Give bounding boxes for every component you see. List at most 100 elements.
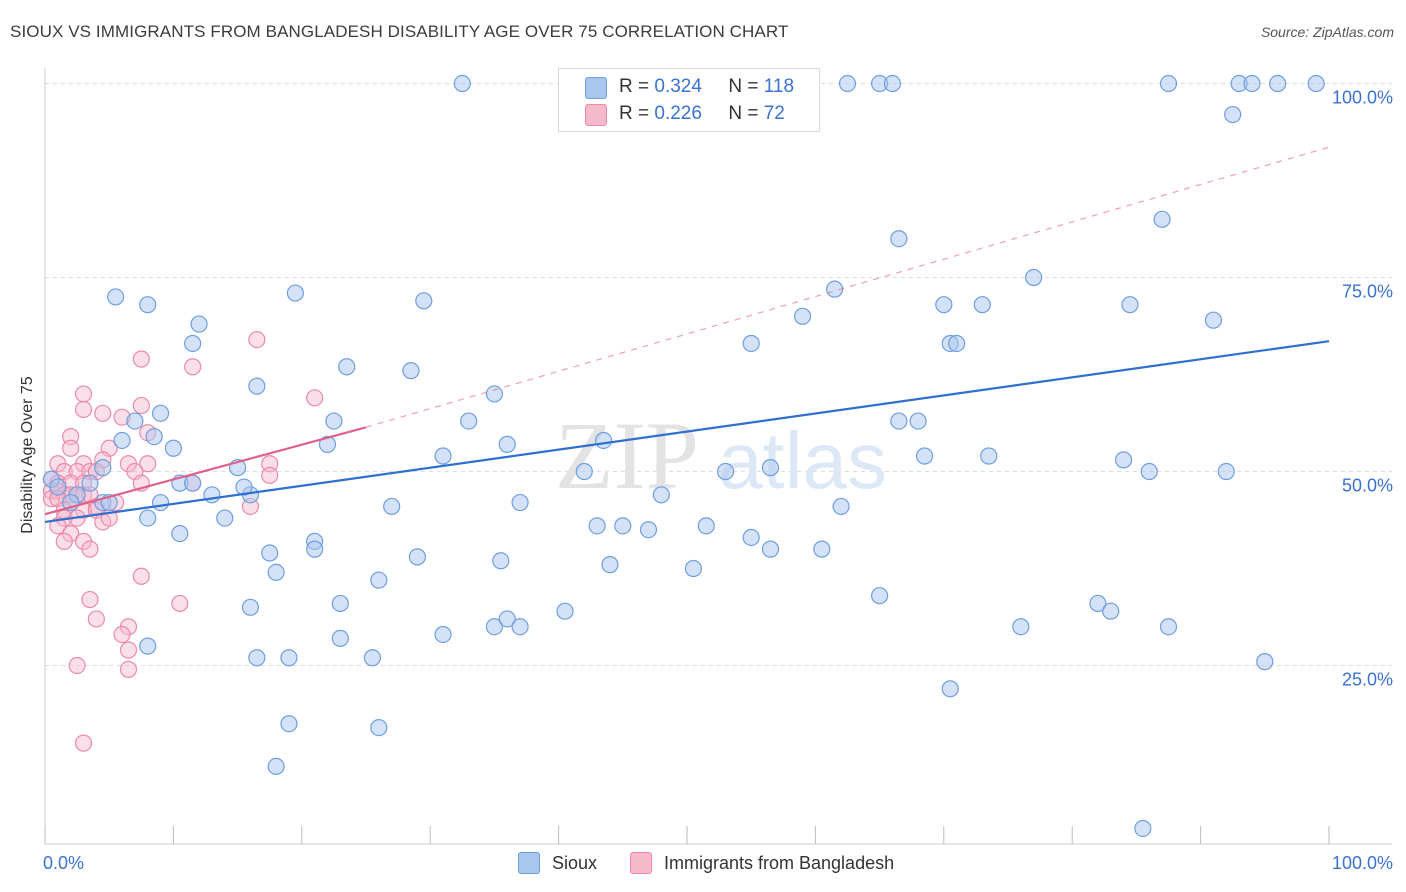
sioux-point	[594, 431, 613, 450]
bangladesh-point	[171, 594, 189, 613]
sioux-point	[883, 74, 902, 93]
sioux-point	[870, 587, 889, 605]
sioux-n-label: N =	[728, 76, 759, 97]
y-tick-label: 75.0%	[1342, 282, 1393, 302]
sioux-points	[42, 74, 1325, 838]
sioux-point	[1102, 602, 1120, 620]
bangladesh-point	[139, 455, 157, 473]
bangladesh-point	[81, 540, 99, 558]
bangladesh-legend-swatch	[630, 852, 652, 874]
sioux-point	[184, 474, 202, 492]
sioux-point	[980, 447, 998, 465]
bangladesh-point	[261, 466, 279, 484]
sioux-point	[241, 598, 260, 616]
bangladesh-point	[62, 428, 80, 446]
sioux-point	[248, 377, 266, 395]
bangladesh-point	[132, 350, 150, 368]
sioux-point	[331, 629, 349, 647]
sioux-point	[556, 602, 574, 620]
sioux-r-value: 0.324	[654, 76, 702, 97]
sioux-point	[1121, 296, 1139, 314]
sioux-point	[190, 315, 208, 333]
bangladesh-point	[87, 610, 105, 628]
sioux-point	[1269, 74, 1287, 93]
trend-lines	[44, 146, 1330, 524]
sioux-point	[742, 528, 760, 547]
bangladesh-point	[119, 660, 138, 679]
sioux-point	[280, 715, 298, 733]
sioux-point	[652, 486, 670, 504]
sioux-point	[614, 517, 632, 535]
sioux-point	[286, 284, 304, 302]
sioux-point	[139, 637, 157, 655]
sioux-legend-label: Sioux	[552, 852, 598, 873]
sioux-point	[402, 362, 420, 380]
sioux-point	[948, 334, 966, 353]
sioux-point	[363, 649, 382, 667]
y-tick-label: 25.0%	[1342, 670, 1393, 690]
sioux-point	[838, 74, 857, 93]
sioux-point	[370, 571, 388, 589]
sioux-point	[1204, 311, 1223, 329]
sioux-point	[1114, 451, 1133, 469]
bangladesh-point	[74, 385, 93, 403]
bangladesh-legend-label: Immigrants from Bangladesh	[664, 852, 895, 873]
sioux-point	[761, 459, 780, 477]
sioux-point	[813, 540, 831, 558]
sioux-point	[1153, 210, 1171, 228]
sioux-point	[415, 292, 433, 310]
bangladesh-trend-line	[44, 426, 367, 516]
watermark: ZIP atlas	[555, 402, 887, 509]
sioux-point	[684, 559, 703, 578]
sioux-point	[793, 307, 812, 325]
sioux-point	[434, 447, 452, 465]
bang-r-label: R =	[619, 103, 650, 124]
sioux-point	[261, 544, 279, 562]
sioux-point	[915, 447, 934, 465]
sioux-point	[941, 680, 959, 698]
sioux-point	[1256, 653, 1274, 671]
axes	[44, 68, 1392, 845]
sioux-point	[94, 459, 112, 477]
sioux-point	[139, 296, 157, 314]
sioux-point	[126, 412, 144, 430]
sioux-point	[761, 540, 780, 558]
sioux-point	[1217, 462, 1235, 481]
sioux-point	[267, 563, 285, 582]
bangladesh-point	[248, 331, 266, 349]
bangladesh-swatch	[585, 104, 607, 126]
sioux-point	[203, 486, 221, 504]
sioux-point	[107, 288, 125, 306]
watermark-atlas: atlas	[718, 416, 887, 505]
grid-lines	[45, 83, 1392, 667]
sioux-point	[511, 493, 529, 512]
bangladesh-point	[132, 567, 150, 585]
sioux-point	[151, 493, 170, 512]
sioux-point	[832, 497, 850, 516]
sioux-point	[267, 757, 285, 776]
sioux-point	[338, 358, 356, 376]
chart-title: SIOUX VS IMMIGRANTS FROM BANGLADESH DISA…	[10, 22, 789, 41]
bottom-legend-bangladesh: Immigrants from Bangladesh	[630, 852, 894, 874]
bangladesh-trend-extension	[365, 146, 1330, 428]
sioux-point	[184, 334, 202, 353]
sioux-point	[1012, 618, 1030, 636]
y-tick-label: 50.0%	[1342, 476, 1393, 496]
sioux-point	[81, 474, 99, 492]
sioux-point	[890, 412, 908, 430]
sioux-point	[742, 334, 760, 353]
sioux-point	[49, 478, 67, 496]
bang-r-value: 0.226	[654, 103, 702, 124]
bangladesh-point	[132, 396, 150, 415]
sioux-point	[890, 230, 908, 248]
sioux-point	[935, 296, 953, 314]
bangladesh-point	[74, 400, 93, 419]
sioux-point	[248, 649, 266, 667]
sioux-point	[485, 385, 503, 403]
source-label: Source: ZipAtlas.com	[1260, 24, 1394, 40]
sioux-trend-line	[44, 340, 1330, 524]
sioux-point	[331, 594, 349, 613]
bangladesh-point	[94, 404, 112, 422]
bang-n-value: 72	[763, 103, 785, 124]
